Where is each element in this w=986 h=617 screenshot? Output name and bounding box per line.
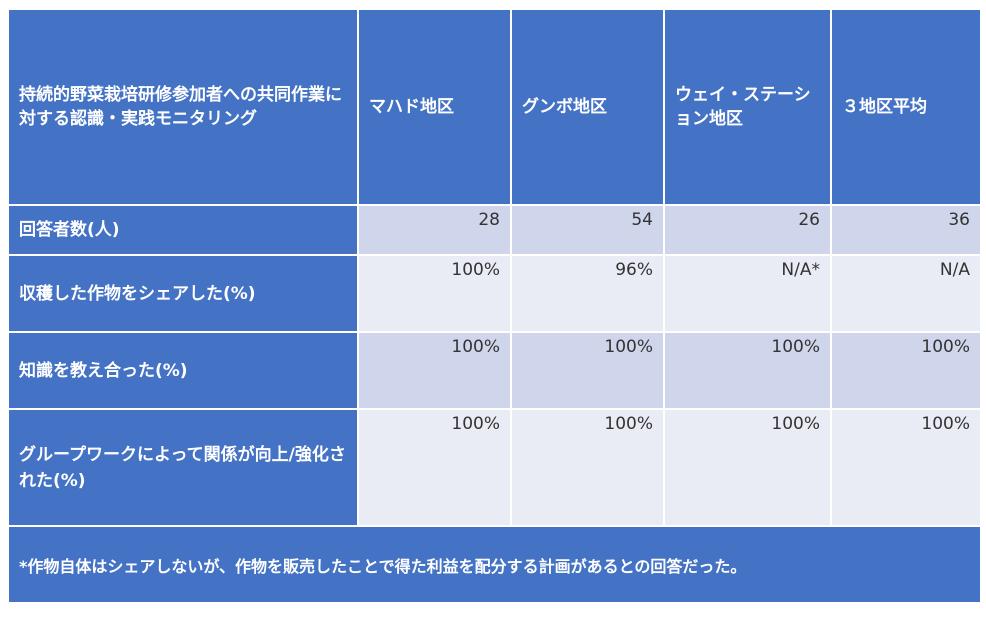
table-cell: N/A*: [663, 254, 832, 333]
footnote: *作物自体はシェアしないが、作物を販売したことで得た利益を配分する計画があるとの…: [7, 525, 982, 604]
table-cell: 26: [663, 204, 832, 256]
column-header-mahad: マハド地区: [357, 8, 512, 206]
monitoring-table: 持続的野菜栽培研修参加者への共同作業に対する認識・実践モニタリング マハド地区 …: [7, 8, 982, 604]
table-cell: 100%: [663, 331, 832, 410]
table-row: 知識を教え合った(%) 100% 100% 100% 100%: [7, 331, 982, 410]
column-header-average: ３地区平均: [830, 8, 982, 206]
row-label-relationship-improved: グループワークによって関係が向上/強化された(%): [7, 408, 359, 527]
row-label-shared-harvest: 収穫した作物をシェアした(%): [7, 254, 359, 333]
table-row: グループワークによって関係が向上/強化された(%) 100% 100% 100%…: [7, 408, 982, 527]
table-row: 回答者数(人) 28 54 26 36: [7, 204, 982, 256]
table-cell: 100%: [357, 408, 512, 527]
monitoring-table-container: 持続的野菜栽培研修参加者への共同作業に対する認識・実践モニタリング マハド地区 …: [7, 8, 982, 604]
table-cell: 100%: [510, 331, 665, 410]
corner-header: 持続的野菜栽培研修参加者への共同作業に対する認識・実践モニタリング: [7, 8, 359, 206]
table-cell: 100%: [830, 331, 982, 410]
table-cell: 100%: [510, 408, 665, 527]
column-header-gumbo: グンボ地区: [510, 8, 665, 206]
footnote-row: *作物自体はシェアしないが、作物を販売したことで得た利益を配分する計画があるとの…: [7, 525, 982, 604]
table-cell: 100%: [357, 254, 512, 333]
header-row: 持続的野菜栽培研修参加者への共同作業に対する認識・実践モニタリング マハド地区 …: [7, 8, 982, 206]
column-header-way-station: ウェイ・ステーション地区: [663, 8, 832, 206]
table-row: 収穫した作物をシェアした(%) 100% 96% N/A* N/A: [7, 254, 982, 333]
table-cell: 100%: [357, 331, 512, 410]
table-cell: 36: [830, 204, 982, 256]
table-cell: 100%: [830, 408, 982, 527]
table-cell: 28: [357, 204, 512, 256]
table-cell: N/A: [830, 254, 982, 333]
table-cell: 54: [510, 204, 665, 256]
row-label-respondents: 回答者数(人): [7, 204, 359, 256]
table-cell: 100%: [663, 408, 832, 527]
table-cell: 96%: [510, 254, 665, 333]
row-label-shared-knowledge: 知識を教え合った(%): [7, 331, 359, 410]
